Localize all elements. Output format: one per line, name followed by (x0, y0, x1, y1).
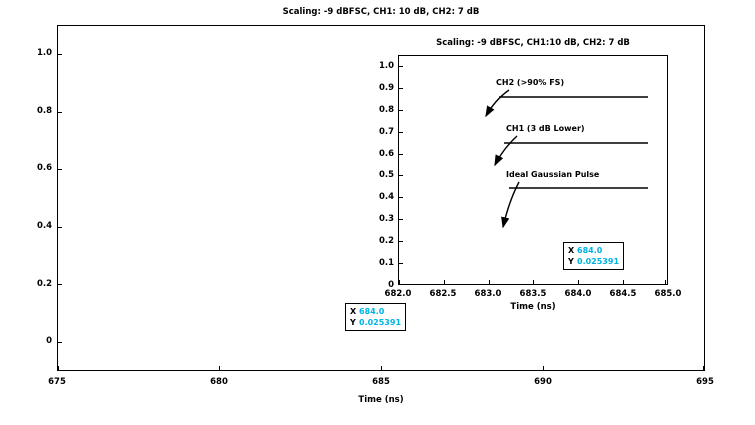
outer-datatip[interactable]: X 684.0 Y 0.025391 (345, 303, 407, 331)
inset-y-tick-label: 0.9 (378, 83, 394, 93)
datatip-y-label: Y (350, 318, 356, 327)
annotation-label-ch2: CH2 (>90% FS) (496, 78, 565, 87)
inset-x-tick-label: 683.5 (519, 289, 547, 299)
axis-tick (399, 241, 403, 242)
inset-y-tick-label: 0.5 (378, 170, 394, 180)
inset-y-tick-label: 1.0 (378, 61, 394, 71)
inset-x-tick-label: 685.0 (654, 289, 682, 299)
axis-tick (399, 154, 403, 155)
axis-tick (219, 366, 220, 370)
inset-y-tick-label: 0.4 (378, 192, 394, 202)
axis-tick (381, 366, 382, 370)
datatip-x-row: X 684.0 (350, 306, 401, 317)
annotation-arrow-ch1 (494, 135, 518, 167)
datatip-y-row: Y 0.025391 (568, 256, 619, 267)
axis-tick (543, 366, 544, 370)
inset-x-tick-label: 682.5 (429, 289, 457, 299)
datatip-x-value: 684.0 (577, 246, 603, 255)
axis-tick (58, 366, 59, 370)
axis-tick (489, 280, 490, 284)
axis-tick (665, 280, 666, 284)
axis-tick (399, 110, 403, 111)
inset-datatip[interactable]: X 684.0 Y 0.025391 (563, 242, 625, 270)
inset-x-tick-label: 683.0 (474, 289, 502, 299)
inset-y-tick-label: 0.2 (378, 236, 394, 246)
axis-tick (399, 280, 400, 284)
outer-y-tick-label: 1.0 (36, 48, 52, 58)
axis-tick (58, 112, 62, 113)
axis-tick (533, 280, 534, 284)
outer-y-tick-label: 0.8 (36, 106, 52, 116)
outer-x-tick-label: 680 (210, 377, 228, 387)
datatip-x-label: X (350, 307, 357, 316)
axis-tick (58, 284, 62, 285)
outer-y-tick-label: 0.4 (36, 221, 52, 231)
axis-tick (58, 227, 62, 228)
inset-chart-title: Scaling: -9 dBFSC, CH1:10 dB, CH2: 7 dB (436, 38, 630, 48)
axis-tick (399, 66, 403, 67)
datatip-y-row: Y 0.025391 (350, 317, 401, 328)
inset-x-tick-label: 682.0 (384, 289, 412, 299)
axis-tick (399, 197, 403, 198)
datatip-y-value: 0.025391 (359, 318, 402, 327)
outer-x-tick-label: 675 (48, 377, 66, 387)
inset-y-tick-label: 0.6 (378, 149, 394, 159)
outer-x-tick-label: 695 (696, 377, 714, 387)
axis-tick (623, 280, 624, 284)
outer-x-axis-label: Time (ns) (358, 395, 404, 405)
outer-x-tick-label: 690 (534, 377, 552, 387)
inset-y-tick-label: 0.7 (378, 127, 394, 137)
axis-tick (58, 54, 62, 55)
axis-tick (578, 280, 579, 284)
inset-traces-and-arrows (485, 89, 648, 229)
datatip-x-row: X 684.0 (568, 245, 619, 256)
inset-x-axis-label: Time (ns) (510, 302, 556, 312)
axis-tick (399, 88, 403, 89)
outer-chart-title: Scaling: -9 dBFSC, CH1: 10 dB, CH2: 7 dB (282, 7, 480, 17)
annotation-label-ideal: Ideal Gaussian Pulse (506, 170, 600, 179)
inset-y-tick-label: 0.8 (378, 105, 394, 115)
axis-tick (399, 219, 403, 220)
axis-tick (58, 342, 62, 343)
inset-x-tick-label: 684.0 (564, 289, 592, 299)
outer-y-tick-label: 0 (46, 336, 52, 346)
axis-tick (399, 175, 403, 176)
axis-tick (399, 263, 403, 264)
inset-y-tick-label: 0 (388, 280, 394, 290)
annotation-label-ch1: CH1 (3 dB Lower) (506, 124, 585, 133)
outer-y-tick-label: 0.6 (36, 163, 52, 173)
inset-y-tick-label: 0.3 (378, 214, 394, 224)
axis-tick (399, 132, 403, 133)
annotation-arrow-ideal (501, 181, 520, 229)
axis-tick (444, 280, 445, 284)
annotation-arrow-ch2 (485, 89, 510, 118)
datatip-y-value: 0.025391 (577, 257, 620, 266)
axis-tick (58, 169, 62, 170)
inset-plot-area: CH2 (>90% FS) CH1 (3 dB Lower) Ideal Gau… (398, 55, 668, 285)
inset-y-tick-label: 0.1 (378, 258, 394, 268)
inset-x-tick-label: 684.5 (609, 289, 637, 299)
datatip-y-label: Y (568, 257, 574, 266)
outer-x-tick-label: 685 (372, 377, 390, 387)
datatip-x-value: 684.0 (359, 307, 385, 316)
outer-y-tick-label: 0.2 (36, 279, 52, 289)
datatip-x-label: X (568, 246, 575, 255)
axis-tick (703, 366, 704, 370)
